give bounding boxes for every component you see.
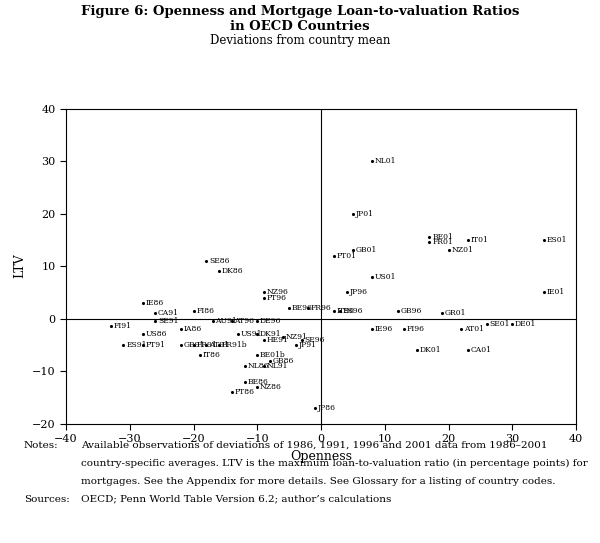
Text: ES91: ES91 bbox=[126, 341, 146, 349]
Text: country-specific averages. LTV is the maximum loan-to-valuation ratio (in percen: country-specific averages. LTV is the ma… bbox=[81, 459, 588, 468]
Text: Notes:: Notes: bbox=[24, 441, 59, 450]
Text: NL01: NL01 bbox=[375, 157, 396, 165]
Text: SE01: SE01 bbox=[490, 320, 510, 328]
Text: ES01: ES01 bbox=[547, 236, 568, 244]
Text: NL86: NL86 bbox=[247, 362, 269, 370]
Text: FI91: FI91 bbox=[113, 323, 131, 331]
Text: AU91: AU91 bbox=[215, 317, 237, 325]
Text: JP86: JP86 bbox=[317, 404, 335, 412]
Text: OECD; Penn World Table Version 6.2; author’s calculations: OECD; Penn World Table Version 6.2; auth… bbox=[81, 495, 391, 504]
Text: GB86: GB86 bbox=[273, 357, 294, 364]
Text: BE01b: BE01b bbox=[260, 351, 286, 359]
Text: FR91: FR91 bbox=[196, 341, 217, 349]
Text: NL91: NL91 bbox=[266, 362, 288, 370]
Text: GB91: GB91 bbox=[184, 341, 205, 349]
Text: mortgages. See the Appendix for more details. See Glossary for a listing of coun: mortgages. See the Appendix for more det… bbox=[81, 477, 556, 486]
Text: US01: US01 bbox=[375, 273, 396, 281]
Text: BE01: BE01 bbox=[432, 233, 453, 241]
Text: SE91: SE91 bbox=[158, 317, 179, 325]
Text: GR01: GR01 bbox=[445, 310, 466, 317]
Text: Sources:: Sources: bbox=[24, 495, 70, 504]
Text: FR96: FR96 bbox=[311, 304, 332, 312]
Text: SE96: SE96 bbox=[305, 336, 325, 344]
Text: IT96: IT96 bbox=[337, 307, 355, 315]
Text: PT01: PT01 bbox=[337, 251, 356, 260]
Text: IA86: IA86 bbox=[184, 325, 202, 333]
X-axis label: Openness: Openness bbox=[290, 450, 352, 463]
Text: CA01: CA01 bbox=[470, 346, 491, 354]
Text: ES96: ES96 bbox=[343, 307, 364, 315]
Text: AT01: AT01 bbox=[464, 325, 484, 333]
Text: Figure 6: Openness and Mortgage Loan-to-valuation Ratios: Figure 6: Openness and Mortgage Loan-to-… bbox=[81, 5, 519, 18]
Text: Available observations of deviations of 1986, 1991, 1996 and 2001 data from 1986: Available observations of deviations of … bbox=[81, 441, 548, 450]
Text: FI86: FI86 bbox=[196, 307, 214, 315]
Text: IT01: IT01 bbox=[470, 236, 488, 244]
Text: DE01: DE01 bbox=[515, 320, 536, 328]
Text: in OECD Countries: in OECD Countries bbox=[230, 20, 370, 33]
Y-axis label: LTV: LTV bbox=[13, 254, 26, 279]
Text: IE96: IE96 bbox=[375, 325, 393, 333]
Text: US86: US86 bbox=[145, 330, 167, 338]
Text: AT96: AT96 bbox=[235, 317, 254, 325]
Text: PT91: PT91 bbox=[145, 341, 165, 349]
Text: DE96: DE96 bbox=[260, 317, 281, 325]
Text: NZ01: NZ01 bbox=[451, 247, 473, 254]
Text: FI96: FI96 bbox=[407, 325, 425, 333]
Text: JP96: JP96 bbox=[349, 288, 367, 296]
Text: Deviations from country mean: Deviations from country mean bbox=[210, 34, 390, 47]
Text: BE86: BE86 bbox=[247, 377, 268, 386]
Text: NZ91: NZ91 bbox=[286, 333, 307, 341]
Text: NZ96: NZ96 bbox=[266, 288, 288, 296]
Text: HE91: HE91 bbox=[266, 336, 288, 344]
Text: DK86: DK86 bbox=[222, 267, 244, 275]
Text: DK01: DK01 bbox=[419, 346, 441, 354]
Text: PT96: PT96 bbox=[266, 294, 286, 301]
Text: IE01: IE01 bbox=[547, 288, 565, 296]
Text: GB01: GB01 bbox=[356, 247, 377, 254]
Text: AT91: AT91 bbox=[209, 341, 229, 349]
Text: BE96: BE96 bbox=[292, 304, 313, 312]
Text: US91: US91 bbox=[241, 330, 262, 338]
Text: DK91: DK91 bbox=[260, 330, 281, 338]
Text: PT86: PT86 bbox=[235, 388, 254, 396]
Text: FR01: FR01 bbox=[432, 238, 453, 247]
Text: SE86: SE86 bbox=[209, 257, 230, 265]
Text: GB96: GB96 bbox=[400, 307, 422, 315]
Text: IT86: IT86 bbox=[203, 351, 221, 359]
Text: IE86: IE86 bbox=[145, 299, 164, 307]
Text: CA91: CA91 bbox=[158, 310, 179, 317]
Text: JP91: JP91 bbox=[298, 341, 316, 349]
Text: NZ86: NZ86 bbox=[260, 383, 282, 391]
Text: JP01: JP01 bbox=[356, 210, 374, 218]
Text: FR91b: FR91b bbox=[222, 341, 247, 349]
